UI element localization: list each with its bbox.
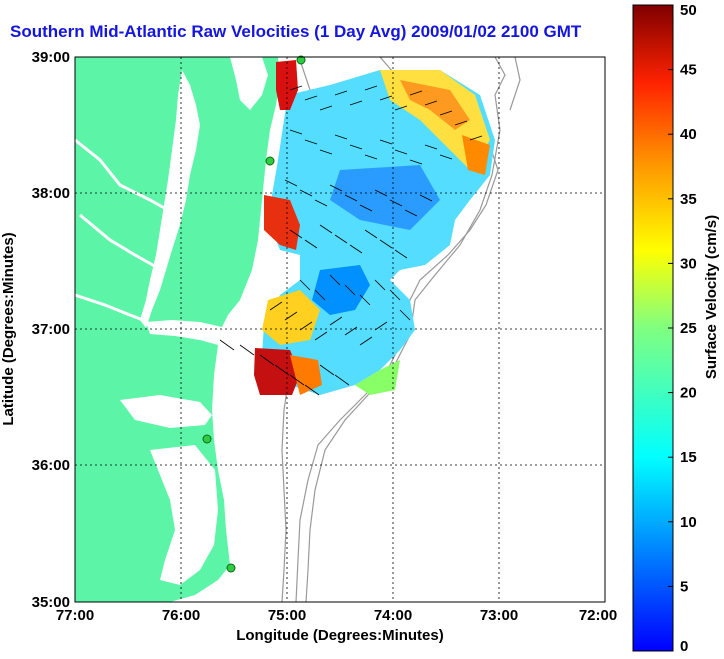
colorbar-tick-label: 40 [680,126,697,143]
x-tick-label: 76:00 [162,607,200,624]
x-tick-label: 74:00 [374,607,412,624]
y-axis-label: Latitude (Degrees:Minutes) [0,232,17,425]
station-marker [202,434,212,444]
colorbar-tick-label: 20 [680,385,697,402]
colorbar-tick-label: 10 [680,514,697,531]
x-tick-label: 72:00 [579,607,617,624]
delaware-bay [230,57,268,110]
velocity-field [254,60,495,395]
pamlico-sound [150,445,218,585]
station-marker [226,563,236,573]
y-tick-label: 36:00 [32,457,70,474]
colorbar-tick-label: 15 [680,449,697,466]
colorbar-tick-label: 25 [680,320,697,337]
plot-frame [74,56,606,603]
bay-mouth [146,320,222,345]
x-tick-label: 73:00 [480,607,518,624]
colorbar: 0 5 10 15 20 25 30 35 40 45 50 Surface Velocity (c… [632,2,720,655]
y-axis: 39:00 38:00 37:00 36:00 35:00 Latitude (… [0,49,70,611]
x-tick-label: 75:00 [268,607,306,624]
chesapeake-bay [140,70,200,328]
colorbar-tick-label: 45 [680,62,697,79]
x-axis-label: Longitude (Degrees:Minutes) [236,627,444,644]
colorbar-tick-label: 0 [680,638,688,655]
colorbar-tick-label: 5 [680,578,688,595]
chart-title: Southern Mid-Atlantic Raw Velocities (1 … [10,22,582,41]
colorbar-gradient [632,4,674,652]
station-marker [265,156,275,166]
y-tick-label: 38:00 [32,185,70,202]
y-tick-label: 35:00 [32,594,70,611]
river-rappahannock [79,213,159,270]
colorbar-label: Surface Velocity (cm/s) [703,215,720,379]
albemarle-sound [120,395,212,428]
grid-lines [75,57,605,602]
x-tick-label: 77:00 [56,607,94,624]
colorbar-tick-label: 30 [680,255,697,272]
y-tick-label: 37:00 [32,321,70,338]
station-marker [296,55,306,65]
river-james [75,293,149,324]
radar-stations [202,55,306,573]
y-tick-label: 39:00 [32,49,70,66]
colorbar-tick-label: 50 [680,2,697,19]
colorbar-tick-label: 35 [680,191,697,208]
river-potomac [75,138,169,212]
x-axis: 77:00 76:00 75:00 74:00 73:00 72:00 Long… [56,607,617,644]
